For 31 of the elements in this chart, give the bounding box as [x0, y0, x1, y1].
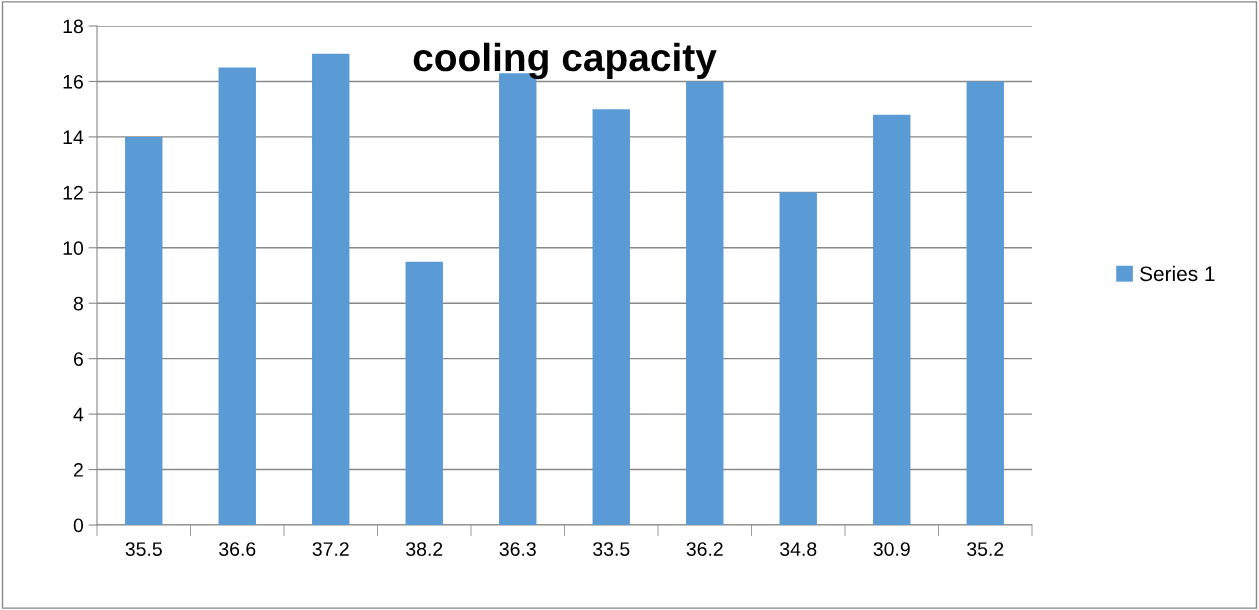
y-tick-label: 10 [63, 241, 84, 256]
y-tick-label: 4 [73, 407, 84, 422]
bar [686, 81, 724, 525]
x-tick-label: 33.5 [593, 542, 630, 556]
bar [779, 192, 817, 525]
bar [125, 136, 163, 525]
bar [218, 67, 256, 525]
y-tick-label: 18 [63, 19, 83, 34]
y-tick-label: 12 [63, 185, 83, 200]
x-tick-label: 37.2 [312, 542, 349, 556]
y-tick-label: 6 [73, 352, 83, 366]
bar [873, 114, 911, 525]
chart-title: cooling capacity [413, 42, 717, 80]
y-tick-label: 14 [63, 130, 84, 144]
x-tick-label: 35.5 [125, 542, 162, 556]
y-tick-label: 2 [73, 463, 83, 477]
y-tick-label: 8 [73, 296, 83, 311]
x-tick-label: 38.2 [406, 542, 443, 556]
y-tick-label: 0 [73, 518, 84, 533]
bar [405, 261, 443, 525]
legend-label: Series 1 [1140, 265, 1215, 282]
y-tick-label: 16 [63, 74, 83, 89]
bar [312, 53, 350, 525]
x-tick-label: 34.8 [780, 542, 817, 556]
bar [592, 109, 630, 525]
x-tick-label: 30.9 [873, 542, 910, 556]
x-tick-label: 36.3 [499, 542, 536, 556]
x-tick-label: 36.2 [686, 542, 723, 556]
x-tick-label: 36.6 [219, 542, 256, 556]
bar [966, 81, 1004, 525]
x-tick-label: 35.2 [967, 542, 1004, 556]
